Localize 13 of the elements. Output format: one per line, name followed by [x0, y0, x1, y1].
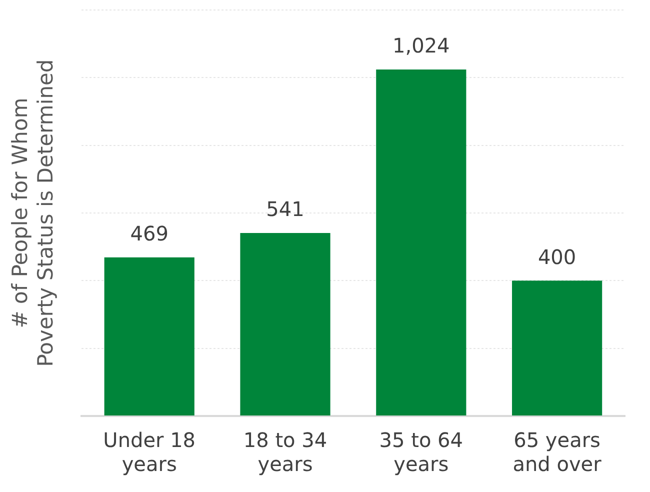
x-tick-label: 35 to 64 years: [379, 428, 463, 476]
y-axis-title: # of People for Whom Poverty Status is Determined: [8, 59, 58, 367]
bar: [240, 232, 330, 416]
bar: [104, 257, 194, 416]
bar: [376, 70, 466, 416]
data-label: 1,024: [392, 34, 450, 58]
data-label: 469: [130, 222, 168, 246]
x-tick-label: 18 to 34 years: [243, 428, 328, 476]
data-label: 400: [538, 244, 576, 269]
bar: [512, 280, 602, 416]
data-label: 541: [266, 197, 304, 222]
x-tick-label: 65 years and over: [512, 428, 602, 476]
x-tick-label: Under 18 years: [103, 428, 196, 476]
